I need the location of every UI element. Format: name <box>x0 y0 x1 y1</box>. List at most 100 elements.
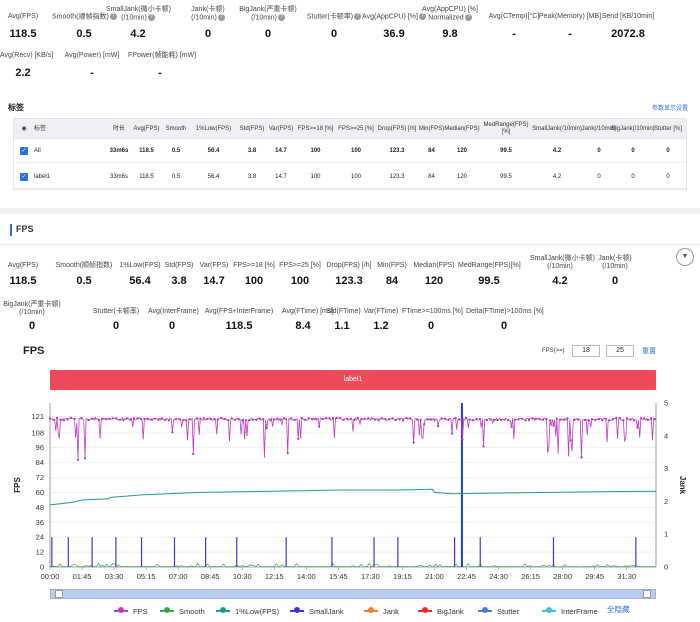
fps-point <box>241 419 244 422</box>
help-icon[interactable]: ? <box>217 14 225 21</box>
fps-threshold-input-2[interactable]: 25 <box>606 345 634 357</box>
fps-point <box>566 417 569 420</box>
fps-point <box>234 418 237 421</box>
table-cell[interactable]: All <box>34 148 41 154</box>
legend-dot <box>482 607 488 613</box>
table-column-header[interactable]: Median(FPS) <box>444 125 480 132</box>
metric-label: FPS>=18 [%] <box>233 262 275 269</box>
table-cell[interactable]: label1 <box>34 174 51 180</box>
eye-icon[interactable]: ◉ <box>21 125 27 132</box>
fps-point <box>552 424 555 427</box>
metric-value: 100 <box>290 275 310 287</box>
table-column-header[interactable]: Smooth <box>165 125 187 132</box>
hide-all-button[interactable]: 全隐藏 <box>607 605 630 614</box>
fps-point <box>87 419 90 422</box>
fps-point <box>83 457 87 460</box>
help-icon[interactable]: ? <box>147 14 155 21</box>
legend-item[interactable]: 1%Low(FPS) <box>216 604 279 618</box>
table-column-header[interactable]: Min(FPS) <box>418 125 445 132</box>
reset-button[interactable]: 重置 <box>642 348 656 355</box>
fps-point <box>402 419 405 422</box>
table-column-header[interactable]: 标签 <box>34 125 47 132</box>
fps-point <box>580 456 583 459</box>
table-column-header[interactable]: SmallJank (/10min) <box>532 125 582 132</box>
legend-item[interactable]: Jank <box>364 604 399 618</box>
row-checkbox[interactable]: ✓ <box>20 147 28 155</box>
legend-item[interactable]: Smooth <box>160 604 205 618</box>
fps-point <box>139 417 142 420</box>
table-column-header[interactable]: Std(FPS) <box>239 125 265 132</box>
legend-dot <box>546 607 552 613</box>
smooth-series-line <box>50 562 656 568</box>
help-icon[interactable]: ? <box>354 13 362 20</box>
legend-item[interactable]: InterFrame <box>542 604 598 618</box>
fps-point <box>601 419 604 422</box>
row-checkbox[interactable]: ✓ <box>20 173 28 181</box>
table-column-header[interactable]: Stutter [%] <box>653 125 682 132</box>
metric-label: MedRange(FPS)[%] <box>458 262 521 269</box>
legend-item[interactable]: SmallJank <box>290 604 344 618</box>
fps-point <box>576 418 580 421</box>
label-range-bar[interactable]: label1 <box>50 370 656 390</box>
metric-label: Avg(FPS) <box>7 13 39 20</box>
metric-label: BigJank(严重卡顿) (/10min) <box>3 301 61 316</box>
metric-value: 14.7 <box>203 275 225 287</box>
metric-value: 0.5 <box>76 28 92 40</box>
fps-point <box>283 417 286 420</box>
slider-handle-right[interactable] <box>643 590 651 598</box>
time-range-slider[interactable] <box>50 589 656 599</box>
slider-handle-left[interactable] <box>55 590 63 598</box>
fps-point <box>587 419 590 422</box>
fps-point <box>381 417 384 420</box>
y2-tick-label: 1 <box>664 530 668 539</box>
metric-label: Smooth(顺帧指数) <box>55 262 113 269</box>
legend-item[interactable]: FPS <box>114 604 148 618</box>
table-column-header[interactable]: MedRange(FPS)[%] <box>483 122 529 135</box>
table-column-header[interactable]: Drop(FPS) [/h] <box>377 125 417 132</box>
help-icon[interactable]: ? <box>277 14 285 21</box>
fps-point <box>216 418 219 421</box>
table-cell: 14.7 <box>275 174 287 180</box>
table-cell: 56.4 <box>207 174 220 180</box>
metric-value: 1.1 <box>334 320 350 332</box>
fps-point <box>611 418 615 421</box>
chart-legend: FPS Smooth 1%Low(FPS) SmallJank Jank BigJank S… <box>0 604 700 618</box>
y-tick-label: 96 <box>36 443 44 452</box>
legend-item[interactable]: Stutter <box>478 604 519 618</box>
help-icon[interactable]: ? <box>418 13 426 20</box>
fps-point <box>395 418 398 421</box>
fps-threshold-input-1[interactable]: 18 <box>572 345 600 357</box>
table-column-header[interactable]: Avg(FPS) <box>133 125 160 132</box>
fps-point <box>388 418 391 421</box>
table-column-header[interactable]: 时长 <box>112 125 125 132</box>
table-column-header[interactable]: Jank (/10min) <box>581 125 617 132</box>
fps-point <box>97 418 100 422</box>
table-cell: 84 <box>428 174 435 180</box>
table-column-header[interactable]: FPS>=18 [%] <box>297 125 334 132</box>
fps-point <box>59 418 62 421</box>
y-tick-label: 24 <box>36 533 44 542</box>
param-settings-link[interactable]: 参数显示设置 <box>651 106 688 112</box>
fps-point <box>405 417 408 420</box>
table-column-header[interactable]: BigJank (/10min) <box>611 125 655 132</box>
table-column-header[interactable]: FPS>=25 [%] <box>338 125 374 132</box>
fps-point <box>297 437 300 440</box>
legend-item[interactable]: BigJank <box>418 604 464 618</box>
help-icon[interactable]: ? <box>464 14 472 21</box>
table-column-header[interactable]: Var(FPS) <box>268 125 294 132</box>
fps-point <box>485 419 489 422</box>
fps-point <box>632 419 636 422</box>
table-column-header[interactable]: 1%Low(FPS) <box>195 125 232 132</box>
metric-label: Var(FPS) <box>199 262 229 269</box>
chevron-down-icon[interactable]: ▼ <box>676 248 694 266</box>
table-cell: 0 <box>666 148 670 154</box>
metric-value: 2.2 <box>15 67 31 79</box>
fps-point <box>90 417 94 420</box>
fps-point <box>192 452 195 455</box>
fps-point <box>353 418 356 422</box>
fps-point <box>223 417 226 420</box>
table-cell: 100 <box>350 174 361 180</box>
help-icon[interactable]: ? <box>109 13 117 20</box>
fps-point <box>541 418 545 421</box>
